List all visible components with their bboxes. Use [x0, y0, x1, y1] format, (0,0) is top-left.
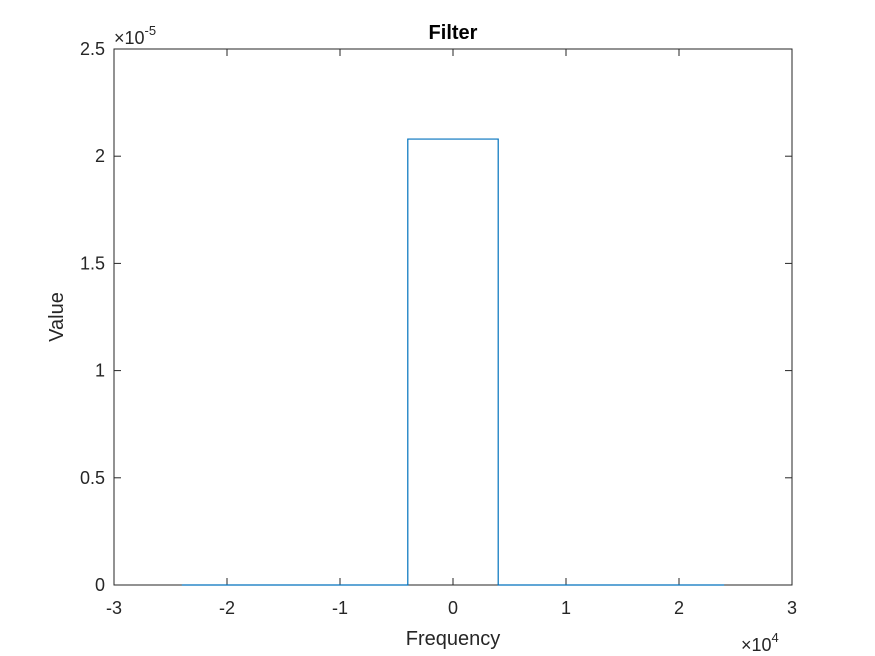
- x-tick-label: 3: [787, 598, 797, 618]
- y-tick-label: 0: [95, 575, 105, 595]
- y-exponent-power: -5: [145, 23, 157, 38]
- svg-text:×104: ×104: [741, 630, 779, 655]
- x-tick-label: 0: [448, 598, 458, 618]
- x-axis-exponent: ×104: [741, 630, 779, 655]
- y-tick-label: 1.5: [80, 253, 105, 273]
- y-axis-label: Value: [46, 292, 68, 342]
- series-layer: [181, 138, 725, 586]
- x-exponent-power: 4: [772, 630, 779, 645]
- y-tick-label: 1: [95, 361, 105, 381]
- y-tick-label: 2.5: [80, 39, 105, 59]
- y-axis-exponent: ×10-5: [114, 23, 156, 48]
- x-tick-label: -1: [332, 598, 348, 618]
- y-exponent-base: ×10: [114, 28, 145, 48]
- x-exponent-base: ×10: [741, 635, 772, 655]
- x-tick-label: 2: [674, 598, 684, 618]
- axis-ticks: [113, 48, 793, 586]
- chart-title: Filter: [429, 22, 478, 44]
- x-tick-label: -2: [219, 598, 235, 618]
- x-tick-label: -3: [106, 598, 122, 618]
- plot-area: [113, 48, 793, 586]
- x-axis-label: Frequency: [406, 628, 501, 650]
- x-tick-label: 1: [561, 598, 571, 618]
- y-tick-label: 0.5: [80, 468, 105, 488]
- y-tick-label: 2: [95, 146, 105, 166]
- svg-text:×10-5: ×10-5: [114, 23, 156, 48]
- series-line: [181, 138, 725, 586]
- tick-labels: -3 -2 -1 0 1 2 3 0 0.5 1 1.5 2 2.5: [80, 39, 797, 618]
